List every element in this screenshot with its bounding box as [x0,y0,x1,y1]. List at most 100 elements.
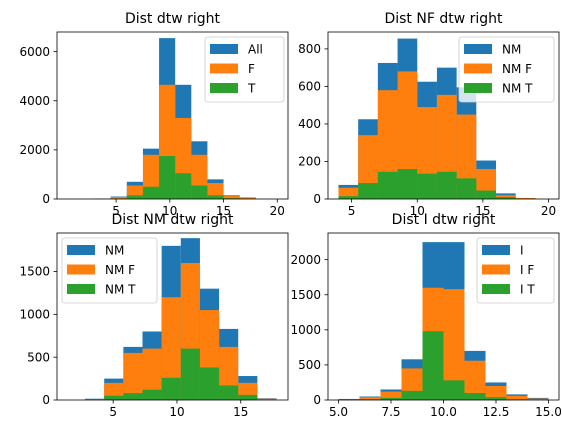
legend-label: T [247,82,256,96]
bar-i-t [380,397,402,400]
bar-i-f [527,398,549,400]
y-tick-label: 500 [27,350,50,364]
x-tick-label: 20 [270,204,285,218]
legend: NM NM F NM T [61,237,158,304]
bar-nm-f [142,348,162,400]
axes-frame [56,31,289,200]
bar-nm-t [238,394,258,400]
y-tick-label: 400 [298,117,321,131]
bar-f [110,197,127,199]
bar-nm-f [257,398,277,400]
bar-nm-f [456,114,477,199]
legend-swatch [67,284,95,294]
legend-swatch [210,44,238,54]
y-tick-label: 0 [313,393,321,407]
bars [94,38,256,199]
bar-nm-t [377,171,398,199]
bar-i-t [422,331,444,400]
bar-nm-t [161,377,181,400]
bar-i-t [443,380,465,400]
bar-nm-f [397,71,418,199]
y-tick-label: 1500 [290,288,321,302]
x-tick-label: 5 [109,405,117,419]
chart-title: Dist NF dtw right [384,11,503,27]
subplot-1: 5 10 15 20 0 2000 4000 6000 Dist dtw right All FT [19,11,289,218]
bar-i-f [485,385,507,400]
y-tick-label: 500 [298,358,321,372]
legend-label: NM F [105,263,135,277]
legend-label: F [248,62,255,76]
bar-i-f [380,391,402,400]
bar-nm-t [104,395,124,400]
bar-i-t [485,397,507,400]
legend: All FT [204,36,285,103]
bar-t [159,156,176,199]
x-tick-label: 20 [541,204,556,218]
bar-i-f [359,397,381,400]
y-tick-label: 800 [298,42,321,56]
bar-nm-f [123,352,143,400]
y-tick-label: 0 [42,393,50,407]
chart-title: Dist dtw right [125,11,221,27]
bar-t [207,195,224,199]
bars [338,242,549,400]
subplot-3: 5 10 15 0 500 1000 1500 Dist NM dtw right NM NM F… [19,212,289,419]
legend-swatch [464,44,492,54]
chart-title: Dist I dtw right [392,212,496,228]
bar-nm-t [417,173,437,199]
bars [338,38,536,199]
bar-nm-t [436,171,457,199]
bar-t [175,173,192,199]
legend: NM NM F NM T [458,36,555,103]
bar-i-f [443,289,465,400]
bar-t [191,185,208,199]
legend-label: All [248,43,263,57]
bar-i-t [401,390,423,400]
bar-nm-f [515,198,536,199]
y-tick-label: 600 [298,80,321,94]
legend-swatch [464,63,492,74]
legend-swatch [482,245,510,255]
bar-f [207,183,224,199]
bar-nm-t [199,367,220,400]
bar-nm-t [397,168,418,199]
bar-nm-f [85,399,105,400]
bar-t [142,186,160,199]
legend-swatch [67,264,95,275]
y-tick-label: 1000 [19,308,50,322]
axes-frame [327,31,560,200]
x-tick-label: 5.0 [329,405,348,419]
x-tick-label: 15 [475,204,490,218]
x-tick-label: 10.0 [430,405,457,419]
x-tick-label: 5 [348,204,356,218]
bar-i-t [464,392,486,400]
x-tick-label: 15 [216,204,231,218]
subplot-4: 5.0 7.5 10.0 12.5 15.0 0 500 1000 1500 2000 Dist I… [290,212,561,419]
x-tick-label: 15 [233,405,248,419]
bar-nm-t [358,183,378,199]
legend-label: I F [520,263,534,277]
x-tick-label: 5 [112,204,120,218]
bar-nm-t [180,348,200,400]
legend-swatch [482,264,510,275]
bar-nm-t [142,389,162,400]
bar-nm-t [338,196,359,199]
legend-label: NM T [105,283,136,297]
legend-swatch [210,63,238,74]
legend-label: NM T [502,82,533,96]
legend: I I F I T [476,237,555,304]
legend-label: I [520,244,524,258]
legend-label: NM F [502,62,532,76]
y-tick-label: 2000 [290,253,321,267]
legend-swatch [67,245,95,255]
x-tick-label: 15.0 [535,405,562,419]
bar-f [223,196,240,199]
bar-nm-t [496,197,516,199]
bars [85,238,277,400]
y-tick-label: 4000 [19,94,50,108]
legend-swatch [210,83,238,93]
bar-i-f [464,360,486,400]
legend-label: NM [105,244,124,258]
